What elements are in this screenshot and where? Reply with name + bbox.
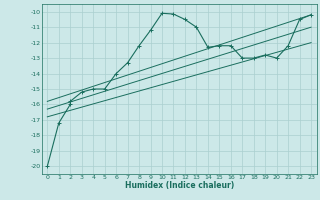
X-axis label: Humidex (Indice chaleur): Humidex (Indice chaleur) bbox=[124, 181, 234, 190]
